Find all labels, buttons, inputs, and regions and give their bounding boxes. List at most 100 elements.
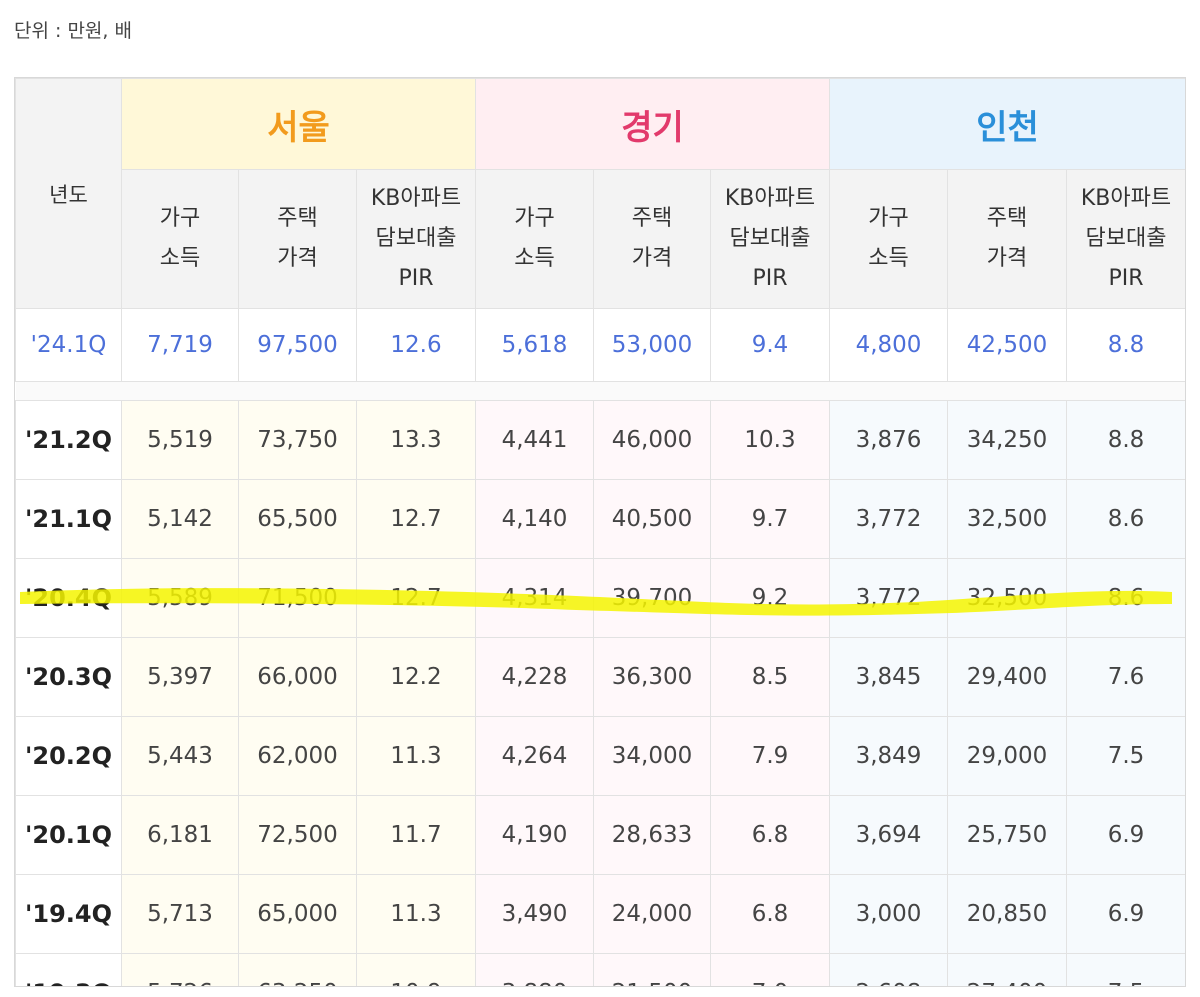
- table-row: '20.4Q 5,589 71,500 12.7 4,314 39,700 9.2 3,772…: [15, 558, 1185, 638]
- sub-header-kb-pir: KB아파트 담보대출 PIR: [710, 169, 830, 309]
- value-cell: 5,589: [121, 558, 239, 638]
- value-cell: 20,850: [947, 874, 1067, 954]
- value-cell: 36,300: [593, 637, 711, 717]
- value-cell: 62,000: [238, 716, 357, 796]
- value-cell: 5,618: [475, 308, 594, 382]
- value-cell: 9.7: [710, 479, 830, 559]
- value-cell: 73,750: [238, 400, 357, 480]
- year-cell: '19.3Q: [15, 953, 122, 986]
- value-cell: 34,250: [947, 400, 1067, 480]
- value-cell: 2,608: [829, 953, 948, 986]
- value-cell: 72,500: [238, 795, 357, 875]
- value-cell: 8.8: [1066, 308, 1185, 382]
- value-cell: 5,713: [121, 874, 239, 954]
- region-header-gyeonggi: 경기: [475, 78, 830, 170]
- value-cell: 11.7: [356, 795, 476, 875]
- value-cell: 3,772: [829, 479, 948, 559]
- value-cell: 34,000: [593, 716, 711, 796]
- value-cell: 5,443: [121, 716, 239, 796]
- value-cell: 7.5: [1066, 953, 1185, 986]
- value-cell: 53,000: [593, 308, 711, 382]
- value-cell: 3,694: [829, 795, 948, 875]
- value-cell: 39,700: [593, 558, 711, 638]
- value-cell: 5,142: [121, 479, 239, 559]
- sub-header-line: 주택: [986, 206, 1028, 231]
- value-cell: 21,500: [593, 953, 711, 986]
- sub-header-household-income: 가구 소득: [121, 169, 239, 309]
- value-cell: 29,400: [947, 637, 1067, 717]
- value-cell: 6.8: [710, 795, 830, 875]
- sub-header-line: 담보대출: [729, 226, 811, 251]
- table-row: '19.4Q 5,713 65,000 11.3 3,490 24,000 6.8 3,000…: [15, 874, 1185, 954]
- year-cell: '20.2Q: [15, 716, 122, 796]
- sub-header-line: PIR: [1108, 266, 1144, 291]
- sub-header-line: 주택: [277, 206, 318, 231]
- value-cell: 3,880: [475, 953, 594, 986]
- value-cell: 8.6: [1066, 479, 1185, 559]
- year-cell: '21.2Q: [15, 400, 122, 480]
- sub-header-house-price: 주택 가격: [238, 169, 357, 309]
- sub-header-line: 담보대출: [1085, 226, 1167, 251]
- value-cell: 9.4: [710, 308, 830, 382]
- value-cell: 97,500: [238, 308, 357, 382]
- value-cell: 40,500: [593, 479, 711, 559]
- sub-header-house-price: 주택 가격: [593, 169, 711, 309]
- value-cell: 8.8: [1066, 400, 1185, 480]
- value-cell: 4,140: [475, 479, 594, 559]
- sub-header-household-income: 가구 소득: [829, 169, 948, 309]
- value-cell: 4,441: [475, 400, 594, 480]
- year-cell: '24.1Q: [15, 308, 122, 382]
- value-cell: 3,000: [829, 874, 948, 954]
- year-cell: '21.1Q: [15, 479, 122, 559]
- sub-header-line: KB아파트: [370, 186, 462, 211]
- separator-cell: [15, 381, 1185, 401]
- value-cell: 66,000: [238, 637, 357, 717]
- value-cell: 7.6: [1066, 637, 1185, 717]
- sub-header-line: PIR: [752, 266, 788, 291]
- value-cell: 12.7: [356, 479, 476, 559]
- table-row: '20.2Q 5,443 62,000 11.3 4,264 34,000 7.9 3,849…: [15, 716, 1185, 796]
- value-cell: 28,633: [593, 795, 711, 875]
- sub-header-kb-pir: KB아파트 담보대출 PIR: [1066, 169, 1185, 309]
- value-cell: 3,849: [829, 716, 948, 796]
- value-cell: 9.2: [710, 558, 830, 638]
- unit-label: 단위 : 만원, 배: [14, 20, 132, 42]
- pir-table-grid: 년도 서울 경기 인천 가구 소득 주택 가격 KB아파트 담보대출 PIR 가구 소득 주택 가격…: [15, 78, 1185, 986]
- value-cell: 3,490: [475, 874, 594, 954]
- value-cell: 29,000: [947, 716, 1067, 796]
- value-cell: 7.5: [1066, 716, 1185, 796]
- year-cell: '20.3Q: [15, 637, 122, 717]
- sub-header-line: 가구: [159, 206, 201, 231]
- table-body: '24.1Q 7,719 97,500 12.6 5,618 53,000 9.4 4,800…: [15, 308, 1185, 986]
- region-header-seoul: 서울: [121, 78, 476, 170]
- table-row: '21.2Q 5,519 73,750 13.3 4,441 46,000 10.3 3,87…: [15, 400, 1185, 480]
- row-separator: [15, 381, 1185, 401]
- value-cell: 11.3: [356, 716, 476, 796]
- year-cell: '20.4Q: [15, 558, 122, 638]
- value-cell: 5,726: [121, 953, 239, 986]
- value-cell: 27,400: [947, 953, 1067, 986]
- pir-table: 년도 서울 경기 인천 가구 소득 주택 가격 KB아파트 담보대출 PIR 가구 소득 주택 가격…: [14, 77, 1186, 987]
- value-cell: 13.3: [356, 400, 476, 480]
- value-cell: 3,876: [829, 400, 948, 480]
- value-cell: 6.8: [710, 874, 830, 954]
- sub-header-line: 가구: [868, 206, 909, 231]
- table-row: '21.1Q 5,142 65,500 12.7 4,140 40,500 9.7 3,772…: [15, 479, 1185, 559]
- value-cell: 12.2: [356, 637, 476, 717]
- value-cell: 11.3: [356, 874, 476, 954]
- region-header-incheon: 인천: [829, 78, 1185, 170]
- sub-header-line: 담보대출: [375, 226, 457, 251]
- sub-header-row: 가구 소득 주택 가격 KB아파트 담보대출 PIR 가구 소득 주택 가격 KB아파트 담보대출 PIR…: [16, 169, 1185, 309]
- year-cell: '19.4Q: [15, 874, 122, 954]
- value-cell: 6.9: [1066, 874, 1185, 954]
- sub-header-line: 소득: [514, 246, 555, 271]
- value-cell: 32,500: [947, 558, 1067, 638]
- sub-header-line: 가격: [986, 246, 1028, 271]
- year-cell: '20.1Q: [15, 795, 122, 875]
- value-cell: 4,190: [475, 795, 594, 875]
- value-cell: 65,500: [238, 479, 357, 559]
- sub-header-household-income: 가구 소득: [475, 169, 594, 309]
- value-cell: 3,772: [829, 558, 948, 638]
- value-cell: 46,000: [593, 400, 711, 480]
